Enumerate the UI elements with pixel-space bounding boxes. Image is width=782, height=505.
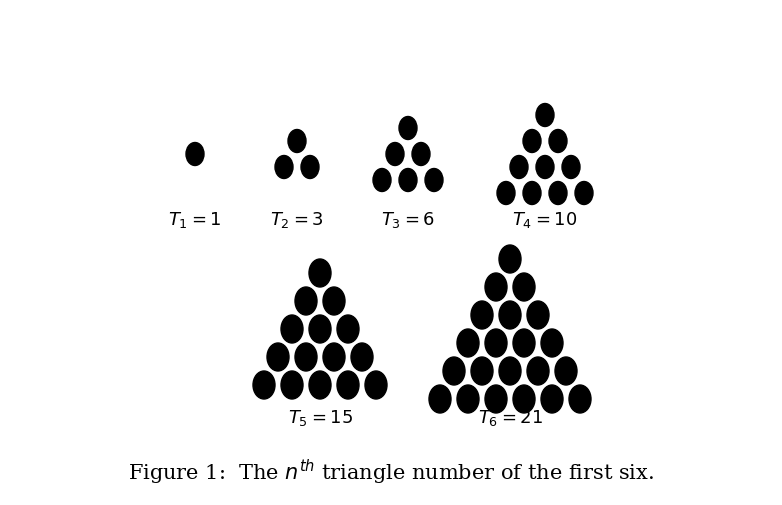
Ellipse shape [443,358,465,385]
Ellipse shape [457,385,479,413]
Ellipse shape [412,143,430,166]
Ellipse shape [309,316,331,343]
Ellipse shape [309,260,331,287]
Text: $T_5 = 15$: $T_5 = 15$ [288,407,353,427]
Ellipse shape [513,274,535,301]
Ellipse shape [527,358,549,385]
Ellipse shape [485,385,507,413]
Ellipse shape [429,385,451,413]
Ellipse shape [425,169,443,192]
Ellipse shape [541,385,563,413]
Ellipse shape [499,358,521,385]
Text: $T_1 = 1$: $T_1 = 1$ [168,210,221,230]
Ellipse shape [323,287,345,316]
Ellipse shape [485,329,507,358]
Ellipse shape [536,105,554,127]
Ellipse shape [499,301,521,329]
Ellipse shape [541,329,563,358]
Ellipse shape [275,156,293,179]
Ellipse shape [499,245,521,274]
Ellipse shape [523,130,541,153]
Ellipse shape [536,156,554,179]
Ellipse shape [288,130,306,153]
Ellipse shape [562,156,580,179]
Ellipse shape [569,385,591,413]
Text: Figure 1:  The $n^{th}$ triangle number of the first six.: Figure 1: The $n^{th}$ triangle number o… [128,457,654,486]
Ellipse shape [549,130,567,153]
Ellipse shape [457,329,479,358]
Ellipse shape [295,287,317,316]
Ellipse shape [399,117,417,140]
Ellipse shape [510,156,528,179]
Text: $T_2 = 3$: $T_2 = 3$ [271,210,324,230]
Ellipse shape [555,358,577,385]
Ellipse shape [513,385,535,413]
Ellipse shape [281,316,303,343]
Ellipse shape [399,169,417,192]
Ellipse shape [267,343,289,371]
Ellipse shape [337,316,359,343]
Ellipse shape [309,371,331,399]
Ellipse shape [549,182,567,205]
Text: $T_6 = 21$: $T_6 = 21$ [478,407,543,427]
Ellipse shape [485,274,507,301]
Ellipse shape [523,182,541,205]
Ellipse shape [281,371,303,399]
Ellipse shape [373,169,391,192]
Ellipse shape [295,343,317,371]
Ellipse shape [513,329,535,358]
Ellipse shape [471,301,493,329]
Ellipse shape [186,143,204,166]
Ellipse shape [301,156,319,179]
Ellipse shape [365,371,387,399]
Ellipse shape [253,371,275,399]
Ellipse shape [337,371,359,399]
Text: $T_3 = 6$: $T_3 = 6$ [381,210,435,230]
Ellipse shape [471,358,493,385]
Ellipse shape [527,301,549,329]
Ellipse shape [386,143,404,166]
Ellipse shape [575,182,593,205]
Ellipse shape [351,343,373,371]
Ellipse shape [497,182,515,205]
Text: $T_4 = 10$: $T_4 = 10$ [512,210,578,230]
Ellipse shape [323,343,345,371]
